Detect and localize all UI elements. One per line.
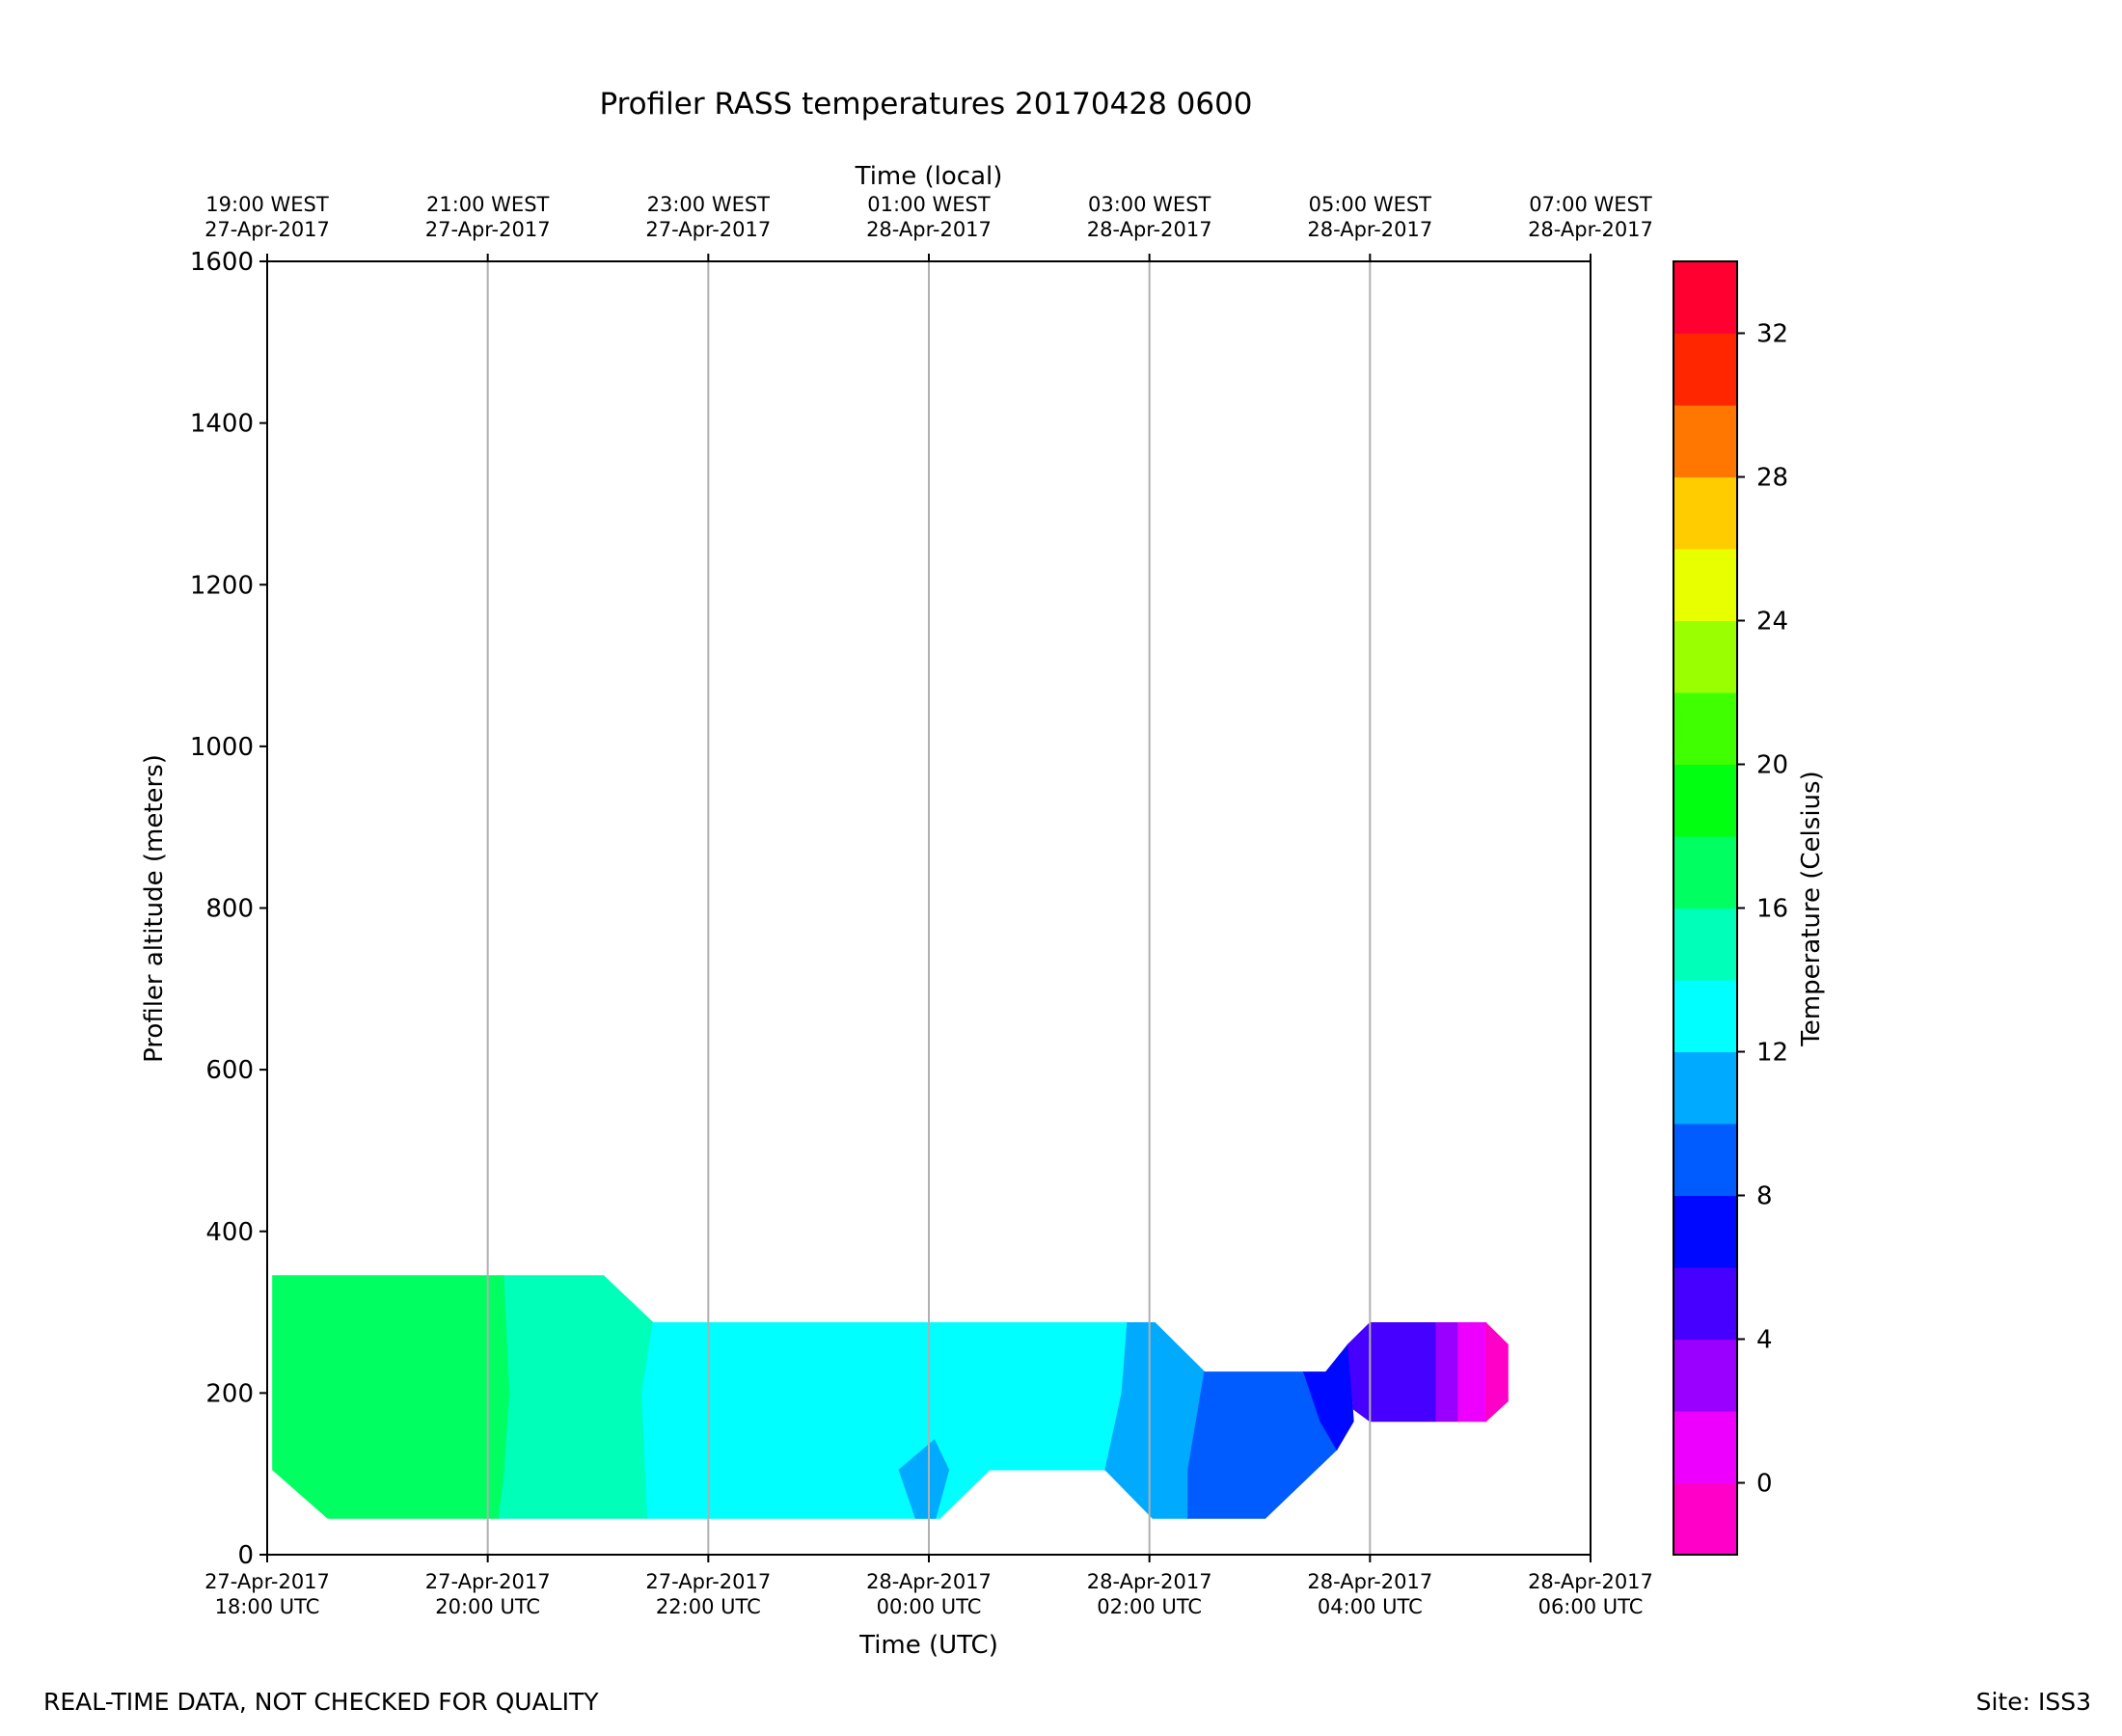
colorbar-segment bbox=[1673, 1482, 1737, 1556]
top-tick-label-time: 01:00 WEST bbox=[867, 193, 991, 216]
colorbar-segment bbox=[1673, 1124, 1737, 1196]
x-tick-label-time: 06:00 UTC bbox=[1538, 1595, 1644, 1618]
x-tick-label-date: 28-Apr-2017 bbox=[1307, 1570, 1432, 1593]
y-tick-label: 600 bbox=[205, 1056, 254, 1085]
colorbar-tick-label: 8 bbox=[1756, 1182, 1773, 1211]
contour-region-8 bbox=[1347, 1322, 1437, 1423]
x-tick-label-time: 00:00 UTC bbox=[877, 1595, 982, 1618]
top-tick-label-date: 28-Apr-2017 bbox=[1307, 218, 1432, 241]
contour-region-2 bbox=[498, 1275, 654, 1519]
grid-lines bbox=[486, 261, 1372, 1555]
contour-region-10 bbox=[1457, 1322, 1486, 1423]
y-tick-label: 400 bbox=[205, 1218, 254, 1247]
colorbar: 0 4 8 12 16 20 24 28 32 bbox=[1673, 260, 1788, 1556]
colorbar-segment bbox=[1673, 476, 1737, 550]
x-tick-label-time: 20:00 UTC bbox=[435, 1595, 540, 1618]
top-tick-label-time: 21:00 WEST bbox=[426, 193, 550, 216]
contour-region-9 bbox=[1435, 1322, 1459, 1423]
chart-title: Profiler RASS temperatures 20170428 0600 bbox=[599, 87, 1252, 122]
colorbar-segment bbox=[1673, 1411, 1737, 1483]
top-tick-label-time: 19:00 WEST bbox=[205, 193, 329, 216]
x-tick-label-date: 27-Apr-2017 bbox=[425, 1570, 551, 1593]
y-tick-label: 1200 bbox=[190, 571, 254, 600]
top-tick-label-date: 28-Apr-2017 bbox=[1528, 218, 1653, 241]
colorbar-segment bbox=[1673, 764, 1737, 837]
colorbar-segment bbox=[1673, 620, 1737, 693]
y-tick-label: 0 bbox=[237, 1541, 254, 1570]
colorbar-segment bbox=[1673, 980, 1737, 1052]
colorbar-tick-label: 12 bbox=[1756, 1039, 1788, 1068]
top-axis-label: Time (local) bbox=[855, 162, 1003, 191]
colorbar-segment bbox=[1673, 692, 1737, 765]
colorbar-segment bbox=[1673, 1051, 1737, 1125]
colorbar-tick-label: 0 bbox=[1756, 1470, 1773, 1499]
colorbar-tick-label: 24 bbox=[1756, 608, 1788, 637]
contour-region-3 bbox=[641, 1322, 1129, 1519]
contour-region-1 bbox=[272, 1275, 511, 1519]
top-tick-label-date: 28-Apr-2017 bbox=[1087, 218, 1212, 241]
colorbar-segment bbox=[1673, 1195, 1737, 1268]
colorbar-segment bbox=[1673, 836, 1737, 909]
colorbar-segment bbox=[1673, 908, 1737, 981]
x-tick-label-date: 27-Apr-2017 bbox=[645, 1570, 771, 1593]
y-tick-label: 1000 bbox=[190, 733, 254, 762]
top-tick-label-time: 23:00 WEST bbox=[647, 193, 771, 216]
colorbar-tick-label: 4 bbox=[1756, 1326, 1773, 1355]
colorbar-segment bbox=[1673, 549, 1737, 621]
site-label: Site: ISS3 bbox=[1975, 1688, 2091, 1716]
colorbar-segment bbox=[1673, 1267, 1737, 1340]
top-tick-label-time: 05:00 WEST bbox=[1309, 193, 1432, 216]
colorbar-segment bbox=[1673, 261, 1737, 334]
x-tick-label-date: 27-Apr-2017 bbox=[204, 1570, 330, 1593]
colorbar-tick-label: 20 bbox=[1756, 751, 1788, 780]
colorbar-tick-label: 32 bbox=[1756, 320, 1788, 349]
x-tick-label-date: 28-Apr-2017 bbox=[1528, 1570, 1653, 1593]
x-tick-label-date: 28-Apr-2017 bbox=[1087, 1570, 1212, 1593]
x-tick-label-time: 18:00 UTC bbox=[215, 1595, 320, 1618]
y-tick-label: 1400 bbox=[190, 410, 254, 439]
x-tick-label-date: 28-Apr-2017 bbox=[866, 1570, 992, 1593]
top-tick-label-date: 27-Apr-2017 bbox=[204, 218, 330, 241]
y-tick-label: 800 bbox=[205, 895, 254, 924]
x-tick-label-time: 02:00 UTC bbox=[1097, 1595, 1202, 1618]
top-tick-label-date: 28-Apr-2017 bbox=[866, 218, 992, 241]
contour-regions bbox=[272, 1275, 1509, 1519]
contour-region-7 bbox=[1303, 1343, 1354, 1451]
y-axis-label: Profiler altitude (meters) bbox=[140, 754, 169, 1063]
x-tick-label-time: 22:00 UTC bbox=[656, 1595, 761, 1618]
quality-disclaimer: REAL-TIME DATA, NOT CHECKED FOR QUALITY bbox=[43, 1688, 599, 1716]
x-tick-label-time: 04:00 UTC bbox=[1318, 1595, 1423, 1618]
top-tick-label-date: 27-Apr-2017 bbox=[645, 218, 771, 241]
y-tick-label: 200 bbox=[205, 1379, 254, 1408]
colorbar-label: Temperature (Celsius) bbox=[1797, 771, 1826, 1046]
contour-region-11 bbox=[1484, 1321, 1509, 1423]
y-axis: 0 200 400 600 800 1000 1200 1400 1600 bbox=[190, 248, 267, 1570]
colorbar-segment bbox=[1673, 405, 1737, 477]
y-tick-label: 1600 bbox=[190, 248, 254, 277]
x-axis-label: Time (UTC) bbox=[858, 1631, 998, 1660]
colorbar-segment bbox=[1673, 333, 1737, 406]
colorbar-tick-label: 16 bbox=[1756, 895, 1788, 924]
top-tick-label-time: 03:00 WEST bbox=[1088, 193, 1211, 216]
colorbar-tick-label: 28 bbox=[1756, 464, 1788, 493]
top-tick-label-date: 27-Apr-2017 bbox=[425, 218, 551, 241]
top-tick-label-time: 07:00 WEST bbox=[1529, 193, 1652, 216]
colorbar-segment bbox=[1673, 1339, 1737, 1412]
